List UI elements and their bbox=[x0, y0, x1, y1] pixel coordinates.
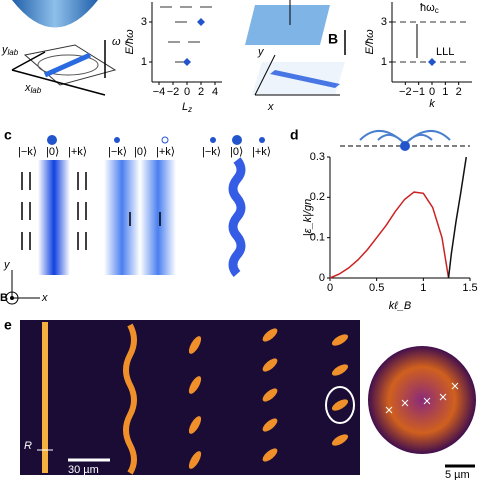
point bbox=[197, 18, 205, 26]
site bbox=[400, 141, 410, 151]
e-letter: e bbox=[4, 317, 12, 333]
lll-label: LLL bbox=[436, 46, 454, 58]
y-label: y bbox=[257, 46, 265, 58]
curve bbox=[447, 156, 468, 279]
ket: |0⟩ bbox=[134, 146, 147, 158]
x-tick-label: 1 bbox=[420, 282, 426, 294]
level-dashes bbox=[160, 6, 212, 63]
ket: |+k⟩ bbox=[68, 146, 87, 158]
y-tick-label: 0.2 bbox=[310, 191, 325, 203]
c-letter: c bbox=[4, 127, 12, 143]
panel-d-top: d bbox=[290, 127, 470, 151]
axis-arrow bbox=[11, 69, 106, 96]
image bbox=[20, 320, 360, 475]
y-axis-label: E/ħω bbox=[364, 29, 376, 55]
snake bbox=[228, 157, 246, 277]
y-axis-label: E/ħω bbox=[124, 29, 136, 55]
scale-label: 5 µm bbox=[445, 469, 470, 480]
ket: |−k⟩ bbox=[108, 146, 127, 158]
axis-arrow bbox=[254, 54, 276, 96]
x-tick-label: 0 bbox=[429, 86, 435, 98]
x-label: x bbox=[41, 292, 48, 304]
scale-label: 30 µm bbox=[68, 464, 99, 476]
zoom-marker bbox=[325, 386, 355, 424]
ket: |+k⟩ bbox=[156, 146, 175, 158]
y-tick-label: 1 bbox=[141, 56, 147, 68]
r-label: R bbox=[24, 440, 32, 452]
orbit bbox=[37, 54, 99, 76]
snake bbox=[123, 323, 137, 475]
sub: c bbox=[435, 6, 439, 15]
y-label: y bbox=[3, 259, 11, 271]
y-tick-label: 3 bbox=[381, 16, 387, 28]
x-tick-label: −4 bbox=[153, 86, 166, 98]
curve bbox=[329, 191, 450, 279]
x-tick-label: −2 bbox=[399, 86, 412, 98]
x-axis-label: kℓ_B bbox=[389, 300, 412, 312]
x-label: x bbox=[267, 101, 274, 113]
panel-e: e R 30 µm 5 µm bbox=[4, 317, 478, 480]
x-axis-label: k bbox=[429, 98, 435, 110]
point bbox=[183, 58, 191, 66]
d-letter: d bbox=[290, 127, 299, 143]
paraboloid bbox=[12, 0, 98, 28]
panel-c: c y B x bbox=[0, 127, 246, 305]
x-tick-label: 4 bbox=[212, 86, 218, 98]
y-tick-label: 0 bbox=[319, 272, 325, 284]
y-axis-label: |ε_k|/gn bbox=[302, 199, 314, 236]
ket: |−k⟩ bbox=[202, 146, 221, 158]
base: L bbox=[182, 101, 188, 113]
axis-arrow bbox=[11, 51, 46, 71]
ket: |−k⟩ bbox=[18, 146, 37, 158]
x-tick-label: −2 bbox=[167, 86, 180, 98]
ket: |+k⟩ bbox=[252, 146, 271, 158]
droplets bbox=[188, 328, 349, 469]
stripe bbox=[38, 160, 70, 275]
ylab-label: ylab bbox=[1, 44, 19, 57]
x-tick-label: 0 bbox=[184, 86, 190, 98]
kets: |−k⟩ |0⟩ |+k⟩ |−k⟩ |0⟩ |+k⟩ |−k⟩ |0⟩ |+k… bbox=[18, 135, 271, 158]
base: ħω bbox=[420, 2, 435, 14]
scatter-arrows bbox=[359, 130, 451, 145]
x-tick-label: 0 bbox=[327, 282, 333, 294]
point bbox=[428, 58, 436, 66]
b-letter: B bbox=[328, 31, 338, 47]
x-tick-label: 2 bbox=[198, 86, 204, 98]
omega-label: ω bbox=[112, 36, 121, 48]
vortices bbox=[385, 382, 459, 414]
panel-a: ω ylab xlab bbox=[1, 0, 121, 96]
sub: lab bbox=[8, 48, 19, 57]
y-tick-label: 3 bbox=[141, 16, 147, 28]
cloud bbox=[43, 52, 92, 78]
x-tick-label: −1 bbox=[412, 86, 425, 98]
plane bbox=[245, 5, 330, 45]
stripe bbox=[270, 70, 340, 88]
sub: lab bbox=[31, 86, 42, 95]
hw-label: ħωc bbox=[420, 2, 439, 15]
y-tick-label: 1 bbox=[381, 56, 387, 68]
x-tick-label: 0.5 bbox=[369, 282, 384, 294]
x-tick-label: 1.5 bbox=[462, 282, 477, 294]
sub: z bbox=[187, 105, 192, 114]
y-tick-label: 0.3 bbox=[310, 151, 325, 163]
xlab-label: xlab bbox=[24, 82, 42, 95]
x-tick-label: 2 bbox=[456, 86, 462, 98]
x-axis-label: Lz bbox=[182, 101, 192, 114]
base: y bbox=[1, 44, 9, 56]
inset bbox=[366, 344, 478, 456]
ket: |0⟩ bbox=[46, 146, 59, 158]
stripe bbox=[104, 160, 176, 275]
b-label: B bbox=[0, 292, 8, 304]
panel-b: B y x ħωc LLL bbox=[245, 0, 470, 113]
y-tick-label: 0.1 bbox=[310, 232, 325, 244]
base: x bbox=[24, 82, 31, 94]
arrows bbox=[21, 172, 161, 250]
x-tick-label: 1 bbox=[442, 86, 448, 98]
ket: |0⟩ bbox=[230, 146, 243, 158]
